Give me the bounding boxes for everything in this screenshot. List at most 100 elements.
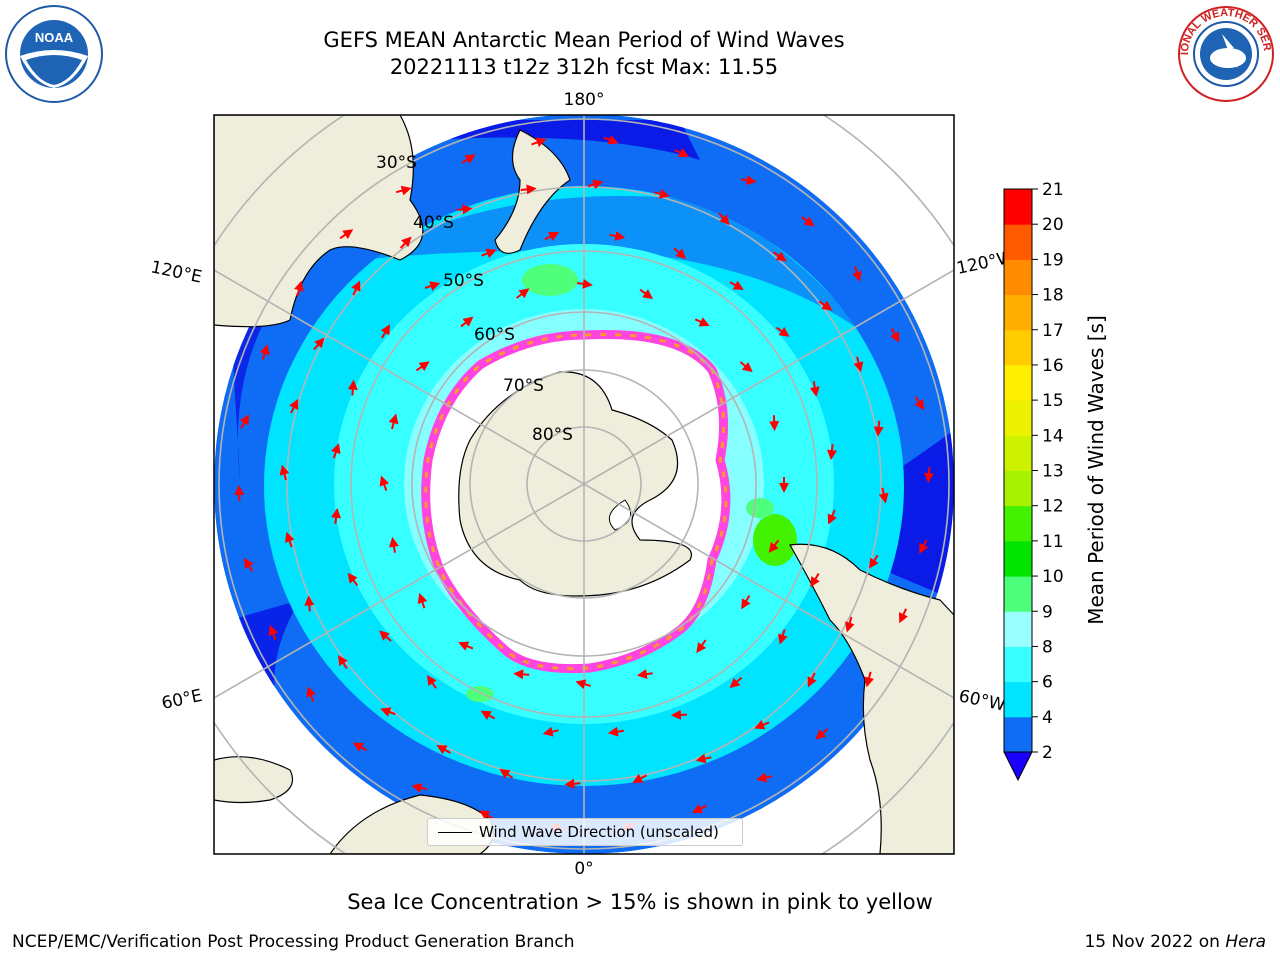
colorbar-tick-label: 10	[1042, 567, 1064, 587]
wind-wave-arrow	[729, 280, 744, 290]
footer-date: 15 Nov 2022 on Hera	[1084, 932, 1266, 952]
colorbar-box	[1004, 716, 1032, 753]
wind-wave-arrow	[636, 669, 653, 680]
legend-label: Wind Wave Direction (unscaled)	[479, 823, 719, 841]
wind-wave-arrow	[352, 742, 368, 752]
wind-wave-arrow	[919, 539, 929, 554]
wind-wave-arrow	[729, 676, 743, 689]
wind-wave-arrow	[389, 536, 399, 553]
wind-wave-arrow	[632, 773, 647, 783]
madagascar-land	[214, 756, 294, 804]
wind-wave-arrow	[815, 728, 829, 740]
colorbar-tick-label: 17	[1042, 321, 1064, 341]
wind-wave-arrow	[864, 671, 874, 688]
wind-wave-arrow	[338, 655, 348, 669]
colorbar-under-triangle	[1003, 751, 1033, 782]
wind-wave-arrow	[754, 720, 770, 730]
wind-wave-arrow	[351, 280, 361, 296]
colorbar-tick-label: 8	[1042, 637, 1053, 657]
wind-wave-arrow	[587, 179, 604, 190]
wind-wave-arrow	[807, 672, 817, 688]
wind-wave-arrow	[243, 557, 254, 572]
wind-wave-arrow	[654, 189, 670, 199]
colorbar-tick-label: 15	[1042, 391, 1064, 411]
lon-label-120e: 120°E	[149, 257, 204, 287]
graticule	[214, 115, 954, 854]
wind-wave-arrow	[718, 212, 730, 226]
colorbar-tick-label: 11	[1042, 532, 1064, 552]
wind-wave-arrow	[426, 675, 437, 689]
wind-wave-arrow	[603, 134, 619, 145]
wind-wave-arrow	[331, 507, 342, 524]
wind-wave-arrow	[239, 414, 250, 429]
colorbar-box	[1004, 364, 1032, 401]
colorbar-box	[1004, 400, 1032, 436]
wind-wave-arrow	[313, 337, 325, 351]
australia-land	[214, 115, 424, 328]
wind-wave-arrow	[339, 229, 354, 240]
wind-wave-arrow	[801, 216, 815, 227]
wind-wave-arrow	[576, 278, 593, 289]
colorbar-tick-label: 14	[1042, 426, 1064, 446]
wind-wave-arrow	[869, 554, 879, 569]
colorbar-box	[1004, 611, 1032, 647]
wind-wave-arrow	[695, 753, 712, 764]
wind-wave-arrow	[515, 288, 530, 299]
wind-wave-arrow	[331, 443, 341, 459]
colorbar-box	[1004, 576, 1032, 612]
wind-wave-arrow	[694, 317, 710, 327]
wind-wave-arrow	[388, 413, 399, 430]
colorbar-box	[1004, 470, 1032, 507]
lat-label-80s: 80°S	[532, 425, 573, 445]
colorbar-tick-label: 16	[1042, 356, 1064, 376]
wind-wave-arrow	[564, 778, 581, 789]
wind-wave-arrow	[673, 247, 687, 259]
wind-wave-arrow	[639, 288, 654, 300]
colorbar-box	[1004, 646, 1032, 683]
wind-wave-arrow	[873, 420, 884, 437]
wind-wave-arrow	[234, 485, 245, 502]
colorbar-tick-label: 13	[1042, 462, 1064, 482]
wind-wave-arrow	[347, 572, 359, 587]
colorbar-box	[1004, 505, 1032, 542]
colorbar-box	[1004, 294, 1032, 331]
wind-wave-arrow	[458, 641, 474, 651]
colorbar-box	[1004, 329, 1032, 366]
colorbar-title: Mean Period of Wind Waves [s]	[1084, 315, 1108, 625]
colorbar: 2 4 6 8 9 10 11 12 13 14 15 16 17 18 19 20 21 Mean Perio…	[1003, 180, 1108, 782]
wind-wave-arrow	[456, 204, 473, 215]
wind-wave-arrow	[769, 415, 780, 432]
wind-wave-arrow	[740, 175, 757, 186]
caption: Sea Ice Concentration > 15% is shown in …	[347, 890, 933, 914]
svg-text:NOAA: NOAA	[35, 30, 74, 45]
colorbar-tick-label: 20	[1042, 215, 1064, 235]
wind-wave-arrow	[890, 327, 900, 343]
colorbar-tick-label: 12	[1042, 497, 1064, 517]
wind-wave-arrow	[852, 266, 862, 282]
wind-wave-arrow	[480, 710, 496, 720]
colorbar-tick-label: 19	[1042, 250, 1064, 270]
lon-label-180: 180°	[564, 90, 605, 110]
wind-wave-arrow	[424, 281, 441, 291]
wind-wave-arrow	[696, 639, 707, 654]
wind-wave-arrow	[380, 324, 391, 339]
wind-wave-arrow	[844, 616, 855, 633]
wind-wave-arrow	[415, 361, 430, 372]
wind-wave-arrow	[924, 467, 934, 483]
wind-wave-arrow	[380, 707, 396, 717]
wind-wave-arrow	[259, 344, 270, 360]
wind-wave-arrow	[692, 804, 707, 814]
wind-wave-arrow	[674, 147, 690, 158]
colorbar-box	[1004, 540, 1032, 577]
wind-wave-arrow	[499, 768, 514, 779]
colorbar-box	[1004, 435, 1032, 471]
noaa-logo: NOAA	[5, 5, 103, 103]
wind-wave-arrow	[306, 686, 316, 702]
legend-line-swatch	[438, 832, 472, 833]
colorbar-box	[1004, 681, 1032, 718]
wind-wave-arrow	[827, 509, 837, 525]
wind-wave-arrow	[544, 231, 560, 242]
lat-label-70s: 70°S	[503, 376, 544, 396]
colorbar-tick-label: 4	[1042, 708, 1053, 728]
wind-wave-arrow	[853, 356, 864, 373]
